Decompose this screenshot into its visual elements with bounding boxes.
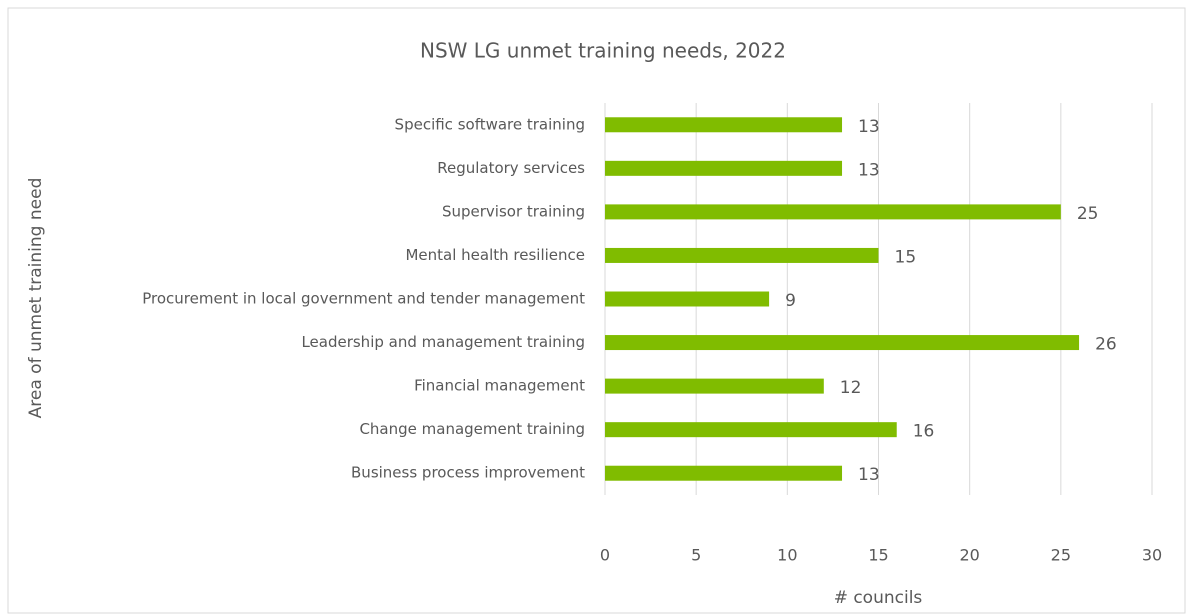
bar (605, 247, 879, 263)
bar (605, 117, 843, 133)
y-tick-label: Business process improvement (351, 464, 585, 482)
value-label: 25 (1077, 204, 1099, 224)
x-axis-title: # councils (834, 588, 923, 608)
chart-border (7, 7, 1186, 614)
y-tick-label: Procurement in local government and tend… (142, 290, 585, 308)
bar (605, 160, 843, 176)
value-label: 13 (858, 117, 880, 137)
y-tick-label: Leadership and management training (301, 333, 585, 351)
y-tick-label: Supervisor training (442, 202, 585, 220)
value-label: 13 (858, 160, 880, 180)
bar (605, 204, 1061, 220)
value-label: 16 (913, 422, 935, 442)
x-tick-label: 25 (1051, 546, 1071, 565)
y-tick-label: Change management training (359, 420, 585, 438)
y-tick-label: Specific software training (395, 115, 585, 133)
x-tick-label: 5 (691, 546, 701, 565)
value-label: 13 (858, 465, 880, 485)
x-tick-label: 15 (868, 546, 888, 565)
y-tick-label: Mental health resilience (405, 246, 585, 264)
chart-title: NSW LG unmet training needs, 2022 (420, 39, 786, 63)
y-axis-title: Area of unmet training need (26, 178, 46, 419)
bar (605, 335, 1080, 351)
bar (605, 378, 824, 394)
value-label: 15 (895, 247, 917, 267)
y-tick-label: Financial management (414, 377, 585, 395)
bar (605, 422, 897, 438)
bar (605, 291, 770, 307)
value-label: 26 (1095, 335, 1117, 355)
x-tick-label: 30 (1142, 546, 1162, 565)
value-label: 9 (785, 291, 796, 311)
x-tick-label: 10 (777, 546, 797, 565)
x-tick-label: 0 (600, 546, 610, 565)
bar (605, 465, 843, 481)
y-tick-label: Regulatory services (437, 159, 585, 177)
x-tick-label: 20 (959, 546, 979, 565)
value-label: 12 (840, 378, 862, 398)
